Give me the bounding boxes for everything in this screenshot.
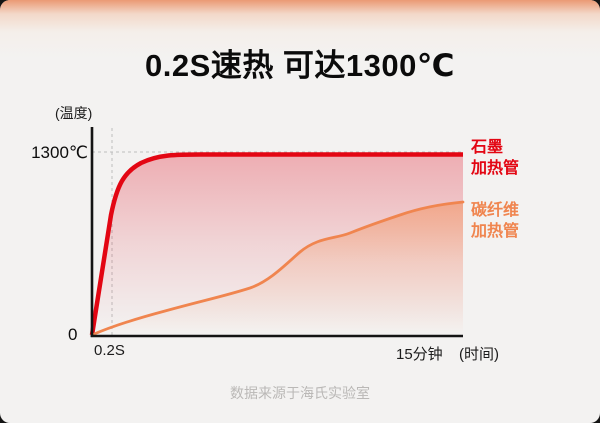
x-tick-0.2s: 0.2S [94, 342, 125, 359]
carbon-series-fill [92, 202, 463, 335]
y-max-tick-label: 1300℃ [31, 143, 88, 162]
data-source-note: 数据来源于海氏实验室 [230, 385, 370, 401]
legend-graphite-tube: 石墨 加热管 [471, 139, 520, 178]
page-title: 0.2S速热 可达1300℃ [145, 48, 455, 83]
legend-carbon-fiber-tube: 碳纤维 加热管 [471, 202, 520, 241]
y-axis-unit-label: (温度) [55, 105, 93, 121]
carbon-series-line [90, 200, 465, 337]
graphite-series-line [89, 152, 463, 336]
x-tick-15min: 15分钟 [396, 346, 443, 363]
origin-tick-label: 0 [68, 325, 78, 344]
x-axis-unit-label: (时间) [459, 346, 499, 363]
